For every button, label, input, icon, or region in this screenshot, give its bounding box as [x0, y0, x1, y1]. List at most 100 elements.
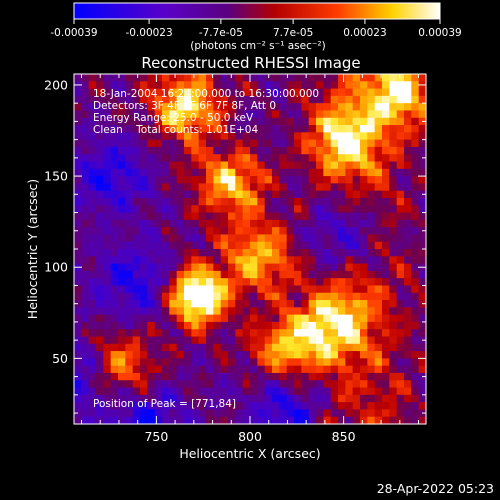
heatmap-cell: [125, 110, 134, 119]
heatmap-cell: [162, 74, 170, 82]
heatmap-cell: [374, 190, 383, 199]
heatmap-cell: [360, 176, 368, 184]
heatmap-cell: [81, 249, 90, 257]
heatmap-cell: [382, 307, 390, 316]
heatmap-cell: [132, 307, 141, 316]
annotation-clean-counts: Clean Total counts: 1.01E+04: [93, 124, 259, 136]
heatmap-cell: [169, 343, 178, 352]
heatmap-cell: [154, 190, 163, 199]
heatmap-cell: [110, 343, 119, 352]
heatmap-cell: [154, 205, 163, 214]
heatmap-cell: [176, 343, 185, 352]
heatmap-cell: [345, 249, 354, 257]
heatmap-cell: [169, 95, 178, 104]
heatmap-cell: [389, 132, 398, 141]
heatmap-cell: [367, 351, 376, 359]
heatmap-cell: [110, 380, 119, 389]
heatmap-cell: [110, 285, 119, 294]
heatmap-cell: [257, 190, 266, 199]
heatmap-cell: [345, 227, 354, 236]
heatmap-cell: [264, 256, 273, 265]
heatmap-cell: [323, 125, 332, 133]
heatmap-cell: [396, 292, 405, 301]
heatmap-cell: [294, 380, 302, 389]
heatmap-cell: [382, 329, 390, 338]
heatmap-cell: [103, 103, 112, 112]
heatmap-cell: [250, 176, 258, 184]
heatmap-cell: [162, 110, 170, 119]
heatmap-cell: [396, 402, 405, 411]
heatmap-cell: [396, 139, 405, 148]
x-tick-label: 800: [238, 429, 262, 444]
heatmap-cell: [257, 321, 266, 330]
heatmap-cell: [206, 351, 214, 359]
heatmap-cell: [264, 95, 273, 104]
heatmap-cell: [404, 372, 412, 381]
heatmap-image: [74, 74, 427, 425]
heatmap-cell: [88, 270, 97, 279]
heatmap-cell: [242, 307, 251, 316]
heatmap-cell: [242, 365, 251, 374]
heatmap-cell: [367, 402, 376, 411]
heatmap-cell: [374, 292, 383, 301]
heatmap-cell: [352, 278, 361, 287]
heatmap-cell: [235, 161, 244, 170]
heatmap-cell: [330, 132, 339, 141]
heatmap-cell: [367, 343, 376, 352]
heatmap-cell: [279, 234, 288, 243]
heatmap-cell: [125, 263, 134, 272]
heatmap-cell: [140, 234, 148, 243]
heatmap-cell: [345, 336, 354, 345]
heatmap-cell: [169, 372, 178, 381]
heatmap-cell: [220, 387, 229, 396]
heatmap-cell: [118, 409, 126, 418]
heatmap-cell: [257, 205, 266, 214]
heatmap-cell: [184, 74, 192, 82]
heatmap-cell: [110, 219, 119, 228]
heatmap-cell: [360, 234, 368, 243]
heatmap-cell: [88, 103, 97, 112]
heatmap-cell: [74, 321, 82, 330]
heatmap-cell: [125, 278, 134, 287]
heatmap-cell: [132, 74, 141, 82]
heatmap-cell: [404, 351, 412, 359]
heatmap-cell: [198, 402, 207, 411]
heatmap-cell: [162, 205, 170, 214]
heatmap-cell: [118, 81, 126, 90]
heatmap-cell: [103, 139, 112, 148]
heatmap-cell: [250, 190, 258, 199]
heatmap-cell: [316, 300, 324, 308]
heatmap-cell: [206, 372, 214, 381]
heatmap-cell: [382, 146, 390, 155]
heatmap-cell: [316, 402, 324, 411]
heatmap-cell: [257, 234, 266, 243]
heatmap-cell: [264, 365, 273, 374]
heatmap-cell: [147, 285, 156, 294]
heatmap-cell: [323, 146, 332, 155]
heatmap-cell: [235, 154, 244, 163]
heatmap-cell: [125, 321, 134, 330]
heatmap-cell: [242, 241, 251, 250]
heatmap-cell: [382, 321, 390, 330]
heatmap-cell: [250, 234, 258, 243]
heatmap-cell: [286, 74, 295, 82]
heatmap-cell: [250, 343, 258, 352]
heatmap-cell: [389, 110, 398, 119]
heatmap-cell: [250, 278, 258, 287]
heatmap-cell: [169, 263, 178, 272]
heatmap-cell: [147, 88, 156, 97]
heatmap-cell: [352, 168, 361, 177]
heatmap-cell: [140, 343, 148, 352]
heatmap-cell: [191, 190, 200, 199]
heatmap-cell: [389, 249, 398, 257]
colorbar-ticks: -0.00039 -0.00023 -7.7e-05 7.7e-05 0.00023 0.…: [50, 19, 462, 39]
heatmap-cell: [294, 168, 302, 177]
heatmap-cell: [88, 329, 97, 338]
heatmap-cell: [154, 176, 163, 184]
heatmap-cell: [198, 365, 207, 374]
heatmap-cell: [264, 146, 273, 155]
heatmap-cell: [191, 88, 200, 97]
heatmap-cell: [323, 205, 332, 214]
chart-title: Reconstructed RHESSI Image: [141, 54, 360, 72]
heatmap-cell: [360, 139, 368, 148]
